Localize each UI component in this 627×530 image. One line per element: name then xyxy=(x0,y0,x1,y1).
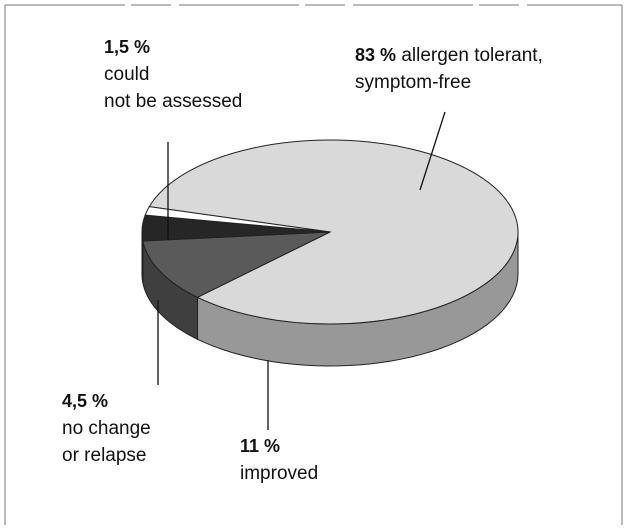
category-label: could not be assessed xyxy=(104,64,243,112)
value-label: 1,5 % xyxy=(104,37,151,57)
category-label: no change or relapse xyxy=(62,418,151,466)
label-3: 1,5 % could not be assessed xyxy=(104,34,242,115)
value-label: 11 % xyxy=(240,436,281,456)
leader-lines xyxy=(157,111,446,430)
slices xyxy=(141,139,519,367)
category-label: improved xyxy=(240,463,319,484)
frame xyxy=(4,4,623,525)
label-0: 83 % allergen tolerant, symptom-free xyxy=(355,42,543,96)
value-label: 4,5 % xyxy=(62,391,109,411)
slice xyxy=(142,231,331,298)
slice xyxy=(148,139,519,325)
slice xyxy=(144,206,331,233)
label-1: 11 % improved xyxy=(240,433,318,487)
category-label: allergen tolerant, symptom-free xyxy=(355,45,543,93)
value-label: 83 % xyxy=(355,45,397,65)
label-2: 4,5 % no change or relapse xyxy=(62,388,151,469)
